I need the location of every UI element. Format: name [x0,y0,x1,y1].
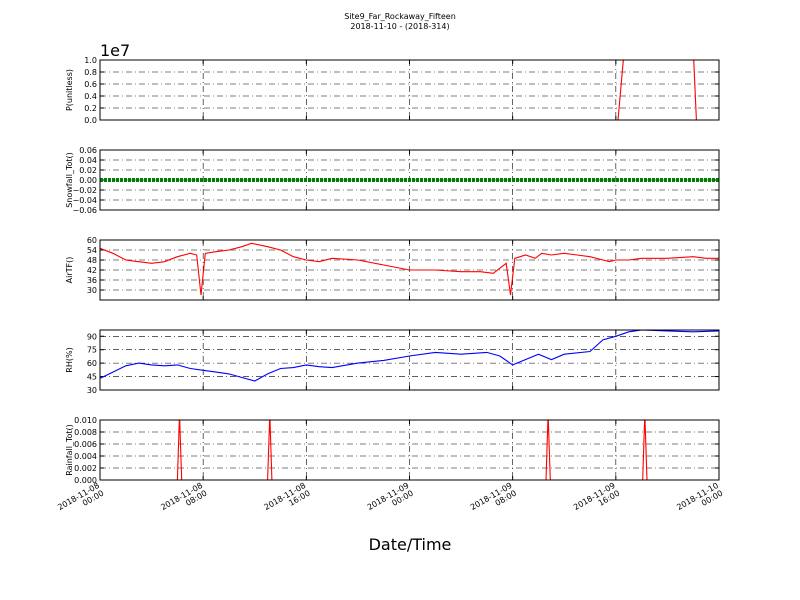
y-tick-label: 0.002 [74,464,97,473]
y-tick-label: 45 [87,373,97,382]
chart-panels: 0.00.20.40.60.81.0P(unitless)1e7−0.06−0.… [65,41,720,485]
y-tick-label: 0.000 [74,476,97,485]
x-axis-title: Date/Time [369,535,452,554]
y-tick-label: 0.010 [74,416,97,425]
y-tick-label: 0.02 [79,166,97,175]
x-tick-label: 2018-11-0908:00 [469,481,518,520]
y-tick-label: 54 [87,246,97,255]
x-tick-label: 2018-11-0800:00 [56,481,105,520]
y-axis-label: Snowfall_Tot() [65,152,74,208]
y-tick-label: 0.006 [74,440,97,449]
y-tick-label: 0.06 [79,146,97,155]
y-tick-label: 0.008 [74,428,97,437]
y-tick-label: −0.06 [72,206,97,215]
y-tick-label: 0.004 [74,452,97,461]
axes-frame [99,419,720,481]
x-tick-label: 2018-11-0900:00 [366,481,415,520]
y-axis-label: P(unitless) [65,69,74,111]
y-tick-label: 90 [87,332,97,341]
y-tick-label: 42 [87,266,97,275]
y-tick-label: 0.04 [79,156,97,165]
y-tick-label: 36 [87,276,97,285]
y-axis-label: RH(%) [65,347,74,372]
y-tick-label: 75 [87,346,97,355]
y-tick-label: 60 [87,236,97,245]
axes-frame [99,239,720,301]
y-tick-label: −0.04 [72,196,97,205]
y-tick-label: 0.6 [84,80,97,89]
y-tick-label: 30 [87,286,97,295]
x-axis-ticks: 2018-11-0800:00 2018-11-0808:00 2018-11-08… [56,481,724,520]
series-line [100,242,719,296]
panel-4: 30 45 60 75 90 RH(%) [65,329,720,395]
y-tick-label: 0.0 [84,116,97,125]
y-tick-label: −0.02 [72,186,97,195]
panel-2: −0.06−0.04−0.020.000.020.040.06 Snowfall_… [65,146,720,215]
y-tick-label: 0.4 [84,92,97,101]
series-line [100,420,719,480]
axes-frame [99,149,720,211]
y-tick-label: 1.0 [84,56,97,65]
y-tick-label: 60 [87,359,97,368]
axes-frame [99,59,720,121]
chart-title: Site9_Far_Rockaway_Fifteen [344,12,456,21]
panel-5: 0.000 0.002 0.004 0.006 0.008 0.010Rainfall_T… [65,416,720,485]
series-line [100,330,719,382]
chart-subtitle: 2018-11-10 - (2018-314) [350,22,449,31]
axes-frame [99,329,720,391]
x-tick-label: 2018-11-1000:00 [675,481,724,520]
x-tick-label: 2018-11-0808:00 [159,481,208,520]
y-tick-label: 0.2 [84,104,97,113]
y-tick-label: 30 [87,386,97,395]
x-tick-label: 2018-11-0916:00 [572,481,621,520]
y-offset-label: 1e7 [100,41,130,60]
y-axis-label: Rainfall_Tot() [65,424,74,476]
y-tick-label: 48 [87,256,97,265]
x-tick-label: 2018-11-0816:00 [263,481,312,520]
y-tick-label: 0.00 [79,176,97,185]
y-axis-label: AirTF() [65,257,74,284]
y-tick-label: 0.8 [84,68,97,77]
panel-1: 0.0 0.2 0.4 0.6 0.8 1.0 P(unitless) 1e7 [65,41,720,125]
